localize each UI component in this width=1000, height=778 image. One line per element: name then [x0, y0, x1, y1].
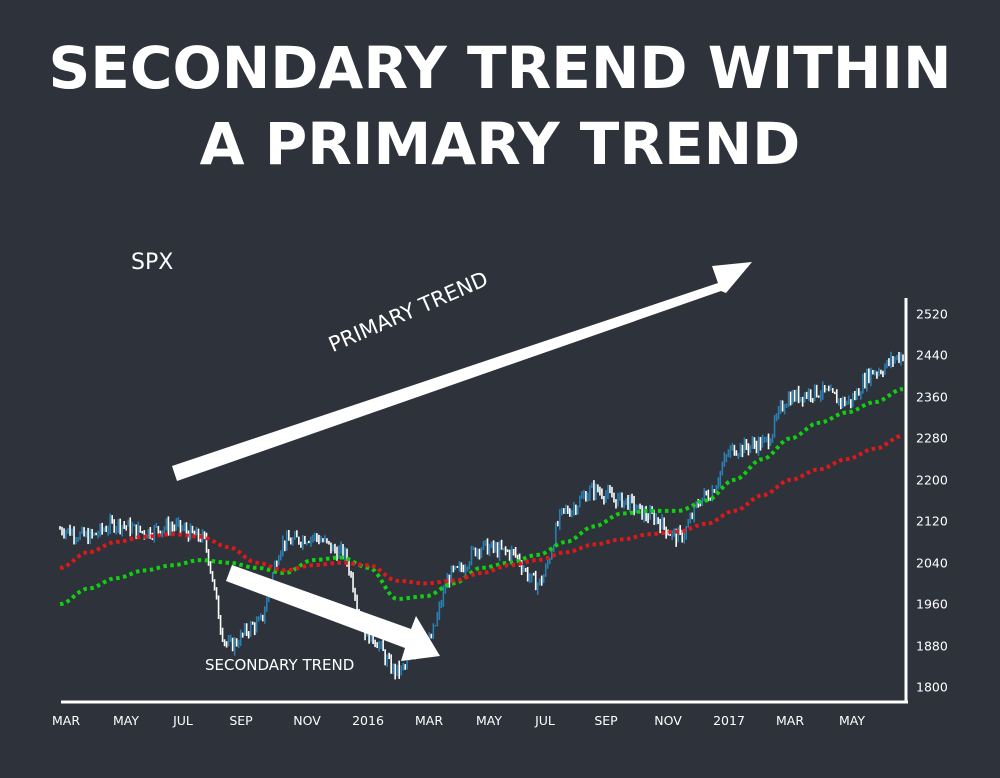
- y-tick-label: 1960: [916, 596, 948, 612]
- price-series: [59, 351, 904, 680]
- chart-title: SECONDARY TREND WITHIN A PRIMARY TREND: [0, 30, 1000, 182]
- x-tick-label: SEP: [229, 713, 253, 728]
- x-tick-label: MAR: [775, 713, 805, 728]
- y-tick-label: 2200: [916, 472, 948, 488]
- primary-trend-arrow-icon: [172, 262, 752, 481]
- y-tick-label: 2360: [916, 389, 948, 405]
- x-tick-label: 2016: [352, 713, 384, 728]
- x-tick-label: JUL: [173, 713, 193, 728]
- x-tick-label: NOV: [654, 713, 682, 728]
- y-tick-label: 1880: [916, 638, 948, 654]
- x-tick-label: SEP: [594, 713, 618, 728]
- x-tick-label: NOV: [293, 713, 321, 728]
- x-tick-label: 2017: [713, 713, 745, 728]
- long-moving-average-line: [59, 433, 904, 586]
- x-tick-label: MAR: [414, 713, 444, 728]
- y-tick-label: 1800: [916, 679, 948, 695]
- y-tick-label: 2520: [916, 306, 948, 322]
- moving-averages: [59, 387, 904, 607]
- y-tick-label: 2120: [916, 513, 948, 529]
- y-tick-label: 2440: [916, 347, 948, 363]
- y-tick-label: 2280: [916, 430, 948, 446]
- secondary-trend-arrow-icon: [226, 565, 440, 661]
- x-tick-label: MAR: [51, 713, 81, 728]
- y-tick-label: 2040: [916, 555, 948, 571]
- short-moving-average-line: [59, 387, 904, 607]
- x-tick-label: MAY: [838, 713, 866, 728]
- title-line-1: SECONDARY TREND WITHIN: [48, 34, 952, 102]
- x-tick-label: MAY: [475, 713, 503, 728]
- title-line-2: A PRIMARY TREND: [199, 110, 801, 178]
- secondary-trend-label: SECONDARY TREND: [205, 656, 355, 674]
- ticker-label: SPX: [131, 250, 174, 275]
- x-tick-label: MAY: [112, 713, 140, 728]
- x-tick-label: JUL: [535, 713, 555, 728]
